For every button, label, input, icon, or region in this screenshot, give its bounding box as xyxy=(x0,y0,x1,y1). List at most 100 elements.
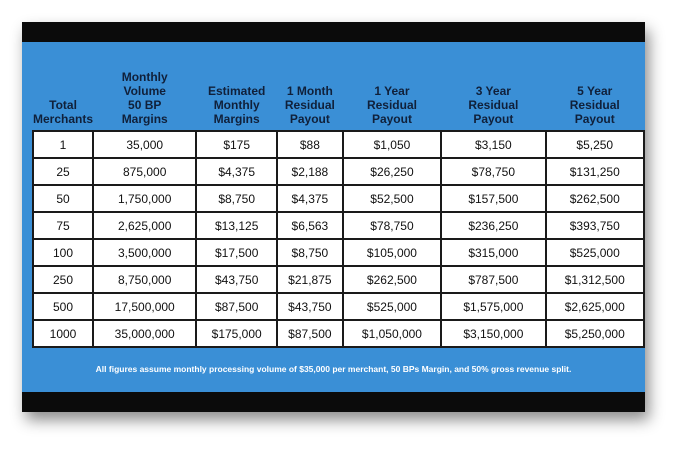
table-cell: $13,125 xyxy=(195,211,278,240)
header-line: 5 Year xyxy=(577,84,613,98)
table-cell: 100 xyxy=(31,238,95,267)
table-cell: $236,250 xyxy=(440,211,547,240)
table-row: 500 17,500,000 $87,500 $43,750 $525,000 $1,57… xyxy=(31,292,646,321)
table-cell: 500 xyxy=(31,292,95,321)
table-row: 1000 35,000,000 $175,000 $87,500 $1,050,000 $… xyxy=(31,319,646,348)
header-line: Monthly xyxy=(121,70,168,84)
footnote: All figures assume monthly processing vo… xyxy=(95,364,572,374)
table-cell: 2,625,000 xyxy=(92,211,198,240)
header-line: Monthly xyxy=(213,98,260,112)
header-line: Volume xyxy=(123,84,166,98)
table-cell: 17,500,000 xyxy=(92,292,198,321)
table-cell: $78,750 xyxy=(341,211,443,240)
table-cell: $3,150 xyxy=(440,130,547,159)
table-cell: $5,250,000 xyxy=(544,319,646,348)
table: Total Merchants Monthly Volume 50 BP Margins E… xyxy=(31,60,646,348)
header-line: Residual xyxy=(366,98,417,112)
table-cell: 50 xyxy=(31,184,95,213)
table-cell: $88 xyxy=(276,130,344,159)
table-cell: $87,500 xyxy=(276,319,344,348)
table-cell: $131,250 xyxy=(544,157,646,186)
table-cell: $262,500 xyxy=(544,184,646,213)
table-cell: $1,050 xyxy=(341,130,443,159)
table-cell: $43,750 xyxy=(195,265,278,294)
header-line: Margins xyxy=(121,112,168,126)
table-cell: 75 xyxy=(31,211,95,240)
table-cell: 35,000,000 xyxy=(92,319,198,348)
header-line: Margins xyxy=(213,112,260,126)
table-cell: $525,000 xyxy=(544,238,646,267)
header-line: 50 BP xyxy=(128,98,162,112)
table-cell: $1,575,000 xyxy=(440,292,547,321)
table-cell: $525,000 xyxy=(341,292,443,321)
table-cell: $315,000 xyxy=(440,238,547,267)
table-row: 1 35,000 $175 $88 $1,050 $3,150 $5,250 xyxy=(31,130,646,159)
table-cell: $1,312,500 xyxy=(544,265,646,294)
table-cell: $21,875 xyxy=(276,265,344,294)
table-cell: $1,050,000 xyxy=(341,319,443,348)
table-cell: $8,750 xyxy=(276,238,344,267)
table-row: 50 1,750,000 $8,750 $4,375 $52,500 $157,500 $2… xyxy=(31,184,646,213)
table-cell: $17,500 xyxy=(195,238,278,267)
table-cell: $5,250 xyxy=(544,130,646,159)
header-cell: 5 Year Residual Payout xyxy=(546,60,644,131)
header-line: Merchants xyxy=(33,112,94,126)
top-bar xyxy=(22,22,645,42)
table-cell: $4,375 xyxy=(276,184,344,213)
table-cell: $87,500 xyxy=(195,292,278,321)
table-cell: $52,500 xyxy=(341,184,443,213)
table-cell: $6,563 xyxy=(276,211,344,240)
table-row: 25 875,000 $4,375 $2,188 $26,250 $78,750 $131,… xyxy=(31,157,646,186)
header-line: Residual xyxy=(284,98,335,112)
slide: Total Merchants Monthly Volume 50 BP Margins E… xyxy=(22,22,646,412)
table-cell: $4,375 xyxy=(195,157,278,186)
header-line: Payout xyxy=(289,112,330,126)
table-cell: 1000 xyxy=(31,319,95,348)
table-cell: $8,750 xyxy=(195,184,278,213)
table-cell: $262,500 xyxy=(341,265,443,294)
header-line: Total xyxy=(49,98,77,112)
table-cell: $105,000 xyxy=(341,238,443,267)
table-cell: $2,625,000 xyxy=(544,292,646,321)
header-line: 1 Year xyxy=(374,84,410,98)
table-cell: $175,000 xyxy=(195,319,278,348)
table-cell: $157,500 xyxy=(440,184,547,213)
table-cell: $787,500 xyxy=(440,265,547,294)
table-cell: $26,250 xyxy=(341,157,443,186)
header-cell: Estimated Monthly Margins xyxy=(196,60,277,131)
table-cell: 1 xyxy=(31,130,95,159)
header-row: Total Merchants Monthly Volume 50 BP Margins E… xyxy=(33,60,644,131)
table-cell: $393,750 xyxy=(544,211,646,240)
table-cell: 3,500,000 xyxy=(92,238,198,267)
table-body: 1 35,000 $175 $88 $1,050 $3,150 $5,250 25 875,00… xyxy=(31,130,646,348)
table-cell: 875,000 xyxy=(92,157,198,186)
table-cell: 1,750,000 xyxy=(92,184,198,213)
table-cell: $175 xyxy=(195,130,278,159)
table-cell: 25 xyxy=(31,157,95,186)
header-cell: 1 Month Residual Payout xyxy=(277,60,343,131)
header-line: 1 Month xyxy=(286,84,333,98)
table-cell: 8,750,000 xyxy=(92,265,198,294)
header-line: Estimated xyxy=(208,84,266,98)
header-line: Residual xyxy=(468,98,519,112)
table-cell: $2,188 xyxy=(276,157,344,186)
header-line: Residual xyxy=(569,98,620,112)
table-cell: $78,750 xyxy=(440,157,547,186)
header-cell: 1 Year Residual Payout xyxy=(343,60,441,131)
bottom-bar xyxy=(22,392,645,412)
table-row: 75 2,625,000 $13,125 $6,563 $78,750 $236,250 $… xyxy=(31,211,646,240)
header-cell: Monthly Volume 50 BP Margins xyxy=(93,60,196,131)
header-line: Payout xyxy=(473,112,514,126)
table-cell: $43,750 xyxy=(276,292,344,321)
header-line: Payout xyxy=(371,112,412,126)
header-cell: 3 Year Residual Payout xyxy=(441,60,545,131)
table-row: 250 8,750,000 $43,750 $21,875 $262,500 $787,5… xyxy=(31,265,646,294)
header-line: 3 Year xyxy=(475,84,511,98)
table-cell: 250 xyxy=(31,265,95,294)
header-cell: Total Merchants xyxy=(33,60,93,131)
table-row: 100 3,500,000 $17,500 $8,750 $105,000 $315,00… xyxy=(31,238,646,267)
table-cell: $3,150,000 xyxy=(440,319,547,348)
table-cell: 35,000 xyxy=(92,130,198,159)
header-line: Payout xyxy=(574,112,615,126)
